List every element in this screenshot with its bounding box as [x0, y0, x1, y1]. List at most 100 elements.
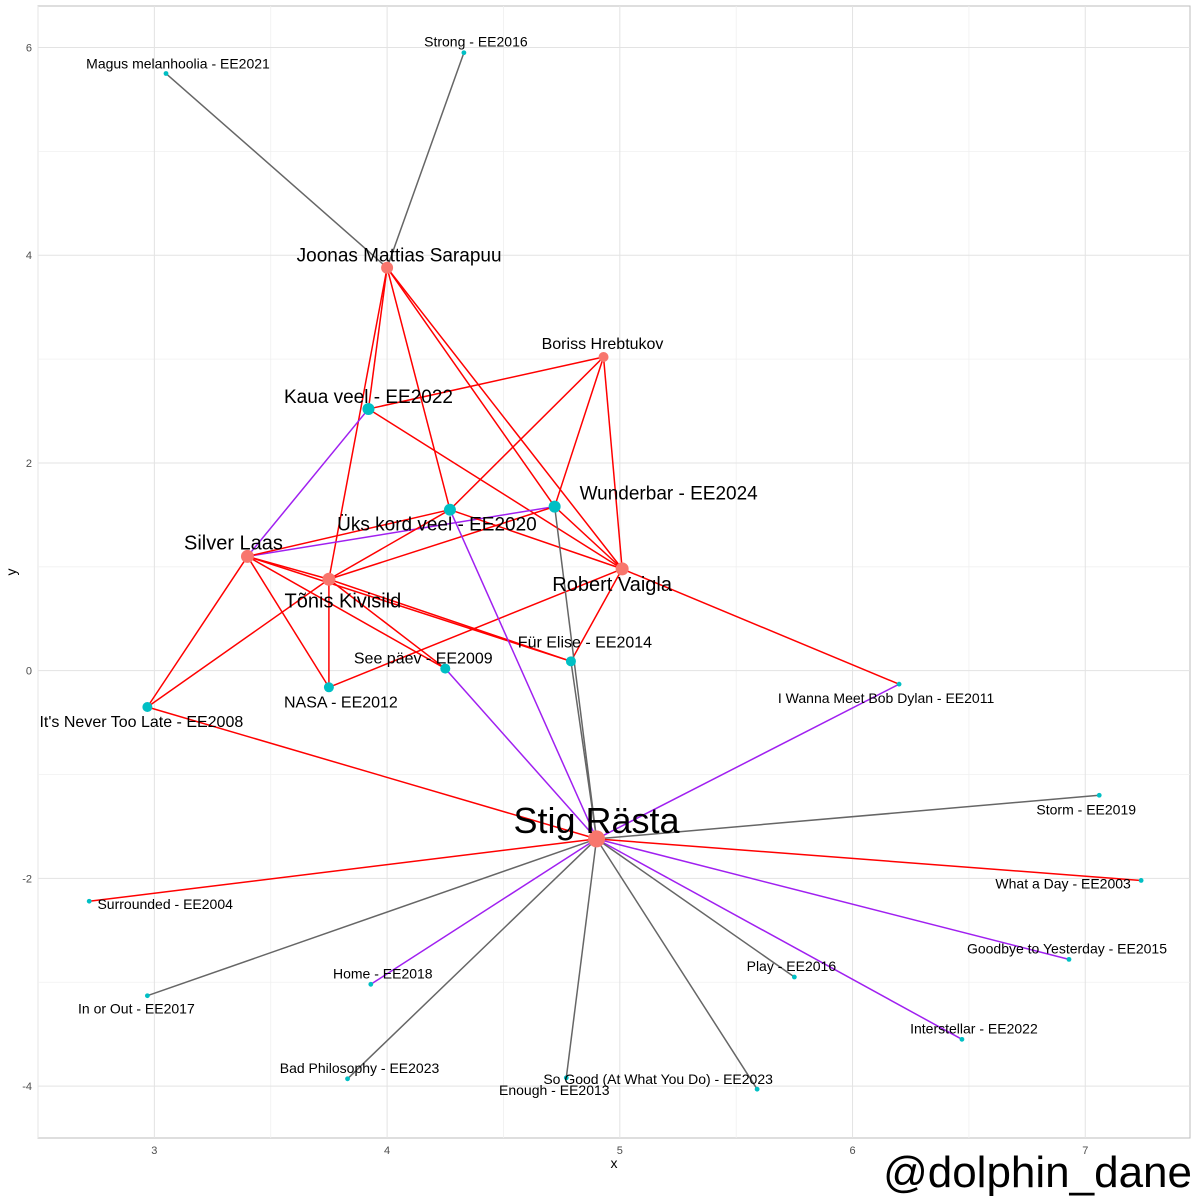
label-seepaev: See päev - EE2009: [354, 651, 493, 668]
label-wunder: Wunderbar - EE2024: [580, 484, 759, 505]
edge-sogood-stig: [595, 838, 758, 1090]
node-wunder: [548, 500, 561, 513]
edge-tonis-never: [146, 578, 330, 708]
node-play: [791, 974, 797, 980]
edge-tonis-uks: [328, 509, 451, 580]
node-fur: [565, 656, 576, 667]
edge-robert-nasa: [328, 568, 623, 688]
edge-boriss-uks: [449, 356, 605, 511]
node-never: [142, 702, 153, 713]
edge-tonis-fur: [328, 578, 572, 663]
x-tick-labels: 3 4 5 6 7: [151, 1145, 1088, 1157]
node-badphil: [345, 1076, 350, 1082]
node-dylan: [896, 681, 902, 687]
y-tick-label: 0: [26, 666, 32, 678]
edge-magus-joonas: [165, 72, 388, 269]
edges: [89, 52, 1142, 1090]
y-tick-label: 2: [26, 458, 32, 470]
edge-silver-nasa: [246, 556, 330, 688]
x-tick-label: 7: [1082, 1145, 1088, 1157]
label-fur: Für Elise - EE2014: [518, 634, 652, 651]
node-interstellar: [959, 1036, 965, 1042]
edge-home-stig: [370, 838, 597, 985]
edge-robert-fur: [570, 568, 623, 662]
label-tonis: Tõnis Kivisild: [285, 590, 402, 612]
node-robert: [615, 562, 629, 576]
node-silver: [240, 549, 254, 563]
edge-dylan-stig: [596, 683, 900, 840]
node-enough: [563, 1075, 569, 1081]
edge-wunder-robert: [554, 506, 623, 570]
label-stig: Stig Rästa: [514, 800, 681, 841]
edge-uks-stig: [449, 509, 598, 840]
node-goodbye: [1066, 956, 1072, 962]
node-nasa: [323, 682, 334, 693]
label-strong: Strong - EE2016: [424, 34, 528, 50]
grid-major: [38, 6, 1190, 1138]
edge-kaua-silver: [246, 408, 370, 557]
edge-joonas-kaua: [367, 267, 388, 410]
edge-joonas-robert: [386, 267, 623, 570]
node-storm: [1096, 792, 1102, 798]
x-axis-title: x: [611, 1155, 618, 1171]
x-tick-label: 6: [849, 1145, 855, 1157]
y-tick-label: 4: [26, 250, 32, 262]
edge-silver-uks: [247, 508, 451, 558]
label-surrounded: Surrounded - EE2004: [97, 896, 233, 912]
edge-silver-wunder: [247, 505, 555, 558]
label-home: Home - EE2018: [333, 965, 433, 981]
edge-fur-stig: [570, 661, 598, 840]
grid-minor: [37, 6, 1190, 1138]
node-magus: [163, 71, 169, 76]
label-nasa: NASA - EE2012: [284, 694, 398, 711]
node-whataday: [1138, 878, 1144, 883]
y-tick-labels: -4 -2 0 2 4 6: [22, 43, 32, 1094]
edge-kaua-boriss: [368, 356, 604, 410]
edge-silver-never: [146, 556, 249, 708]
node-tonis: [322, 572, 336, 586]
y-axis-title: y: [3, 569, 19, 576]
edge-badphil-stig: [347, 838, 598, 1080]
edge-interstellar-stig: [596, 838, 963, 1040]
node-boriss: [598, 352, 609, 363]
label-never: It's Never Too Late - EE2008: [39, 714, 243, 731]
edge-storm-stig: [596, 794, 1100, 840]
edge-kaua-robert: [368, 408, 623, 570]
label-inorout: In or Out - EE2017: [78, 1001, 195, 1017]
node-kaua: [362, 402, 375, 415]
node-labels: Stig Rästa Joonas Mattias Sarapuu Boriss H…: [39, 34, 1167, 1098]
edge-uks-robert: [449, 508, 623, 570]
watermark-handle: @dolphin_dane: [883, 1148, 1192, 1197]
edge-joonas-tonis: [328, 267, 388, 580]
label-goodbye: Goodbye to Yesterday - EE2015: [967, 940, 1167, 956]
edge-boriss-robert: [602, 356, 623, 569]
edge-whataday-stig: [596, 838, 1142, 882]
edge-surrounded-stig: [89, 838, 597, 902]
edge-play-stig: [596, 838, 795, 978]
edge-joonas-wunder: [386, 267, 556, 508]
edge-boriss-wunder: [553, 356, 605, 507]
node-stig: [588, 830, 606, 848]
label-joonas: Joonas Mattias Sarapuu: [297, 246, 502, 267]
label-kaua: Kaua veel - EE2022: [284, 387, 453, 408]
node-surrounded: [86, 898, 92, 904]
edge-goodbye-stig: [596, 838, 1070, 961]
node-inorout: [144, 993, 150, 999]
x-tick-label: 4: [384, 1145, 390, 1157]
edge-strong-joonas: [386, 52, 465, 268]
node-uks: [443, 503, 456, 516]
label-whataday: What a Day - EE2003: [995, 875, 1131, 891]
label-boriss: Boriss Hrebtukov: [542, 336, 664, 353]
node-strong: [461, 50, 467, 56]
node-joonas: [381, 261, 394, 274]
label-uks: Üks kord veel - EE2020: [337, 515, 537, 536]
y-tick-label: -4: [22, 1081, 32, 1093]
nodes: [86, 50, 1144, 1092]
node-seepaev: [440, 663, 451, 674]
label-silver: Silver Laas: [184, 532, 283, 554]
edge-wunder-stig: [553, 506, 598, 839]
x-tick-label: 5: [617, 1145, 623, 1157]
label-play: Play - EE2016: [747, 958, 837, 974]
edge-inorout-stig: [147, 838, 597, 997]
